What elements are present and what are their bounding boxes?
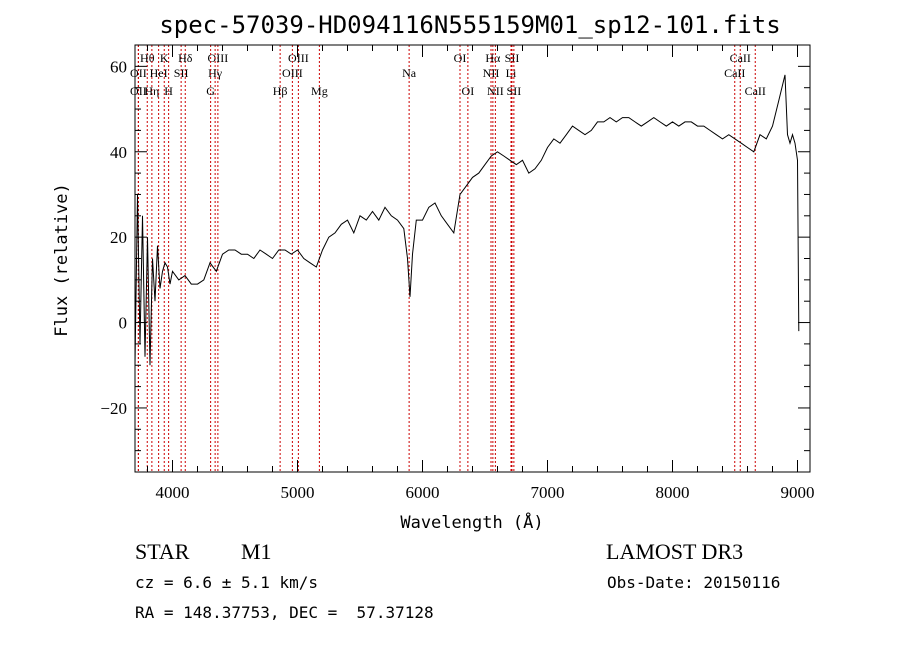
object-class: STAR	[135, 539, 190, 564]
marker-label: SII	[505, 51, 520, 65]
y-tick-label: 40	[110, 143, 127, 162]
marker-label: NII	[483, 66, 500, 80]
marker-label: G	[206, 84, 215, 98]
marker-label: Hβ	[273, 84, 288, 98]
marker-label: OIII	[282, 66, 303, 80]
marker-label: Hδ	[178, 51, 193, 65]
marker-label: CaII	[730, 51, 751, 65]
marker-label: CaII	[724, 66, 745, 80]
observation-date: Obs-Date: 20150116	[607, 573, 781, 592]
plot-frame	[134, 44, 811, 473]
plot-area	[134, 74, 800, 366]
x-axis-label: Wavelength (Å)	[400, 511, 543, 533]
survey-name: LAMOST DR3	[606, 539, 744, 564]
x-tick-label: 7000	[531, 483, 565, 502]
marker-label: CaII	[745, 84, 766, 98]
y-axis-label: Flux (relative)	[52, 183, 72, 337]
object-subclass: M1	[241, 539, 272, 564]
y-tick-label: 60	[110, 57, 127, 76]
x-tick-label: 5000	[281, 483, 315, 502]
marker-label: OII	[130, 84, 147, 98]
axis-ticks: 4000 5000 6000 7000 8000 9000 −20 0 20 40 60	[100, 45, 815, 502]
marker-label: SII	[507, 84, 522, 98]
spectrum-line	[134, 74, 800, 366]
marker-label: Hγ	[208, 66, 223, 80]
marker-label: Li	[506, 66, 517, 80]
marker-label: Hα	[485, 51, 501, 65]
x-tick-label: 6000	[406, 483, 440, 502]
marker-label: HeI	[150, 66, 168, 80]
y-tick-label: −20	[100, 399, 127, 418]
marker-label: OI	[462, 84, 475, 98]
y-tick-label: 20	[110, 228, 127, 247]
marker-label: Na	[402, 66, 417, 80]
marker-label: OIII	[288, 51, 309, 65]
redshift-velocity: cz = 6.6 ± 5.1 km/s	[135, 573, 319, 592]
marker-label: SII	[174, 66, 189, 80]
sky-coordinates: RA = 148.37753, DEC = 57.37128	[135, 603, 434, 622]
marker-label: K	[160, 51, 169, 65]
chart-title: spec-57039-HD094116N555159M01_sp12-101.f…	[159, 11, 780, 39]
y-tick-label: 0	[119, 314, 128, 333]
marker-label: Hθ	[140, 51, 155, 65]
marker-label: OIII	[208, 51, 229, 65]
marker-label: Mg	[311, 84, 328, 98]
marker-label: H	[164, 84, 173, 98]
marker-label: OI	[454, 51, 467, 65]
marker-label: NII	[487, 84, 504, 98]
x-tick-label: 8000	[656, 483, 690, 502]
x-tick-label: 9000	[781, 483, 815, 502]
marker-label: Hη	[144, 84, 159, 98]
x-tick-label: 4000	[156, 483, 190, 502]
